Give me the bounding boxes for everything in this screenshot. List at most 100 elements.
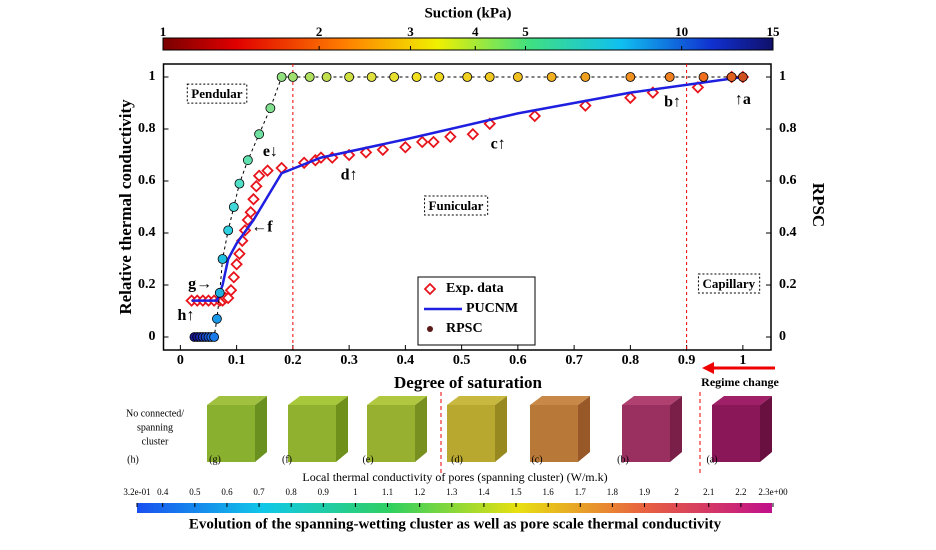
cube-face — [447, 396, 507, 405]
exp-point — [466, 127, 480, 141]
exp-point — [224, 283, 238, 297]
colorbar-tick-label: 4 — [472, 24, 479, 39]
exp-point — [359, 146, 373, 159]
x-axis-label: Degree of saturation — [394, 373, 542, 392]
cube-face — [415, 396, 427, 462]
cube-face — [670, 396, 682, 462]
colorbar-tick-label: 0.5 — [189, 487, 201, 497]
rpsc-point — [389, 72, 400, 82]
conductivity-title: Local thermal conductivity of pores (spa… — [302, 470, 607, 484]
x-tick-label: 0.2 — [284, 353, 302, 368]
panel-label: (e) — [362, 454, 373, 465]
rpsc-point — [344, 72, 355, 82]
panel-label: (b) — [617, 454, 629, 465]
colorbar-tick-label: 5 — [522, 24, 529, 39]
exp-point — [691, 81, 705, 94]
y2-tick-label: 0.4 — [779, 225, 797, 240]
y2-tick-label: 0.2 — [779, 277, 797, 292]
rpsc-link — [194, 76, 743, 338]
no-cluster-text: spanning — [137, 422, 173, 433]
panel-label: (a) — [706, 454, 717, 465]
x-tick-label: 0.4 — [397, 353, 415, 368]
y2-tick-label: 0.8 — [779, 121, 797, 136]
colorbar-tick-label: 2 — [316, 24, 323, 39]
colorbar-tick-label: 2.1 — [703, 487, 714, 497]
conductivity-colorbar — [137, 503, 772, 513]
colorbar-tick-label: 1 — [160, 24, 167, 39]
exp-point — [427, 135, 440, 149]
rpsc-point — [265, 103, 276, 114]
colorbar-tick-label: 1.7 — [575, 487, 587, 497]
y-tick-label: 0.4 — [138, 225, 156, 240]
annotation: e↓ — [263, 143, 278, 160]
y2-tick-label: 0.6 — [779, 173, 797, 188]
exp-point — [261, 164, 274, 177]
rpsc-point — [321, 72, 332, 82]
y-tick-label: 0.6 — [138, 173, 156, 188]
rpsc-point — [209, 332, 220, 342]
colorbar-tick-label: 0.8 — [286, 487, 298, 497]
cube-face — [622, 396, 682, 405]
colorbar-tick-label: 1.5 — [510, 487, 522, 497]
line-series — [191, 75, 744, 302]
colorbar-tick-label: 1.8 — [607, 487, 619, 497]
annotation: h↑ — [178, 307, 195, 324]
rpsc-point — [304, 72, 315, 82]
colorbar-tick-label: 0.6 — [221, 487, 233, 497]
legend — [417, 276, 536, 346]
cube-face — [578, 396, 590, 462]
x-tick-label: 0.9 — [678, 353, 696, 368]
exp-point — [415, 135, 429, 149]
exp-point — [579, 99, 592, 112]
colorbar-tick-label: 3 — [407, 24, 414, 39]
colorbar-tick-label: 2.2 — [735, 487, 746, 497]
exp-point — [399, 140, 412, 154]
cube-face — [712, 405, 760, 462]
annotation: g→ — [188, 276, 212, 293]
colorbar-tick-label: 2.3e+00 — [758, 487, 788, 497]
annotation-box — [424, 195, 489, 216]
rpsc-point — [512, 72, 523, 82]
rpsc-point — [484, 72, 495, 82]
suction-title: Suction (kPa) — [424, 5, 511, 21]
legend-swatch — [423, 282, 437, 296]
colorbar-tick-label: 1.3 — [446, 487, 458, 497]
colorbar-tick-label: 0.9 — [318, 487, 330, 497]
exp-point — [247, 192, 260, 206]
colorbar-tick-label: 10 — [675, 24, 688, 39]
x-tick-label: 0.6 — [509, 353, 527, 368]
x-tick-label: 0.1 — [228, 353, 246, 368]
cube-face — [367, 396, 427, 405]
rpsc-point — [737, 72, 748, 82]
cube-face — [255, 396, 267, 462]
cube-face — [336, 396, 348, 462]
annotation: d↑ — [341, 166, 358, 183]
exp-point — [376, 143, 390, 157]
cube-face — [760, 396, 772, 462]
suction-colorbar — [162, 37, 774, 51]
exp-point — [624, 91, 637, 105]
x-tick-label: 0.8 — [622, 353, 640, 368]
x-tick-label: 0.7 — [565, 353, 583, 368]
colorbar-tick-label: 0.4 — [157, 487, 169, 497]
exp-point — [250, 179, 263, 193]
y2-axis-label: RPSC — [809, 183, 828, 227]
y-tick-label: 0 — [149, 329, 156, 344]
rpsc-point — [726, 72, 737, 82]
cube-face — [288, 396, 348, 405]
no-cluster-text: No connected/ — [126, 408, 184, 419]
rpsc-point — [228, 202, 239, 212]
colorbar-tick-label: 1.2 — [414, 487, 425, 497]
rpsc-point — [287, 72, 298, 82]
cube-face — [530, 405, 578, 462]
annotation: Funicular — [429, 198, 484, 213]
panel-label: (g) — [209, 454, 221, 465]
no-cluster-text: cluster — [142, 436, 169, 447]
y-tick-label: 0.2 — [138, 277, 156, 292]
colorbar-tick-label: 2 — [674, 487, 679, 497]
y-tick-label: 0.8 — [138, 121, 156, 136]
rpsc-point — [254, 129, 265, 140]
colorbar-tick-label: 1 — [353, 487, 358, 497]
colorbar-tick-label: 3.2e-01 — [123, 487, 150, 497]
